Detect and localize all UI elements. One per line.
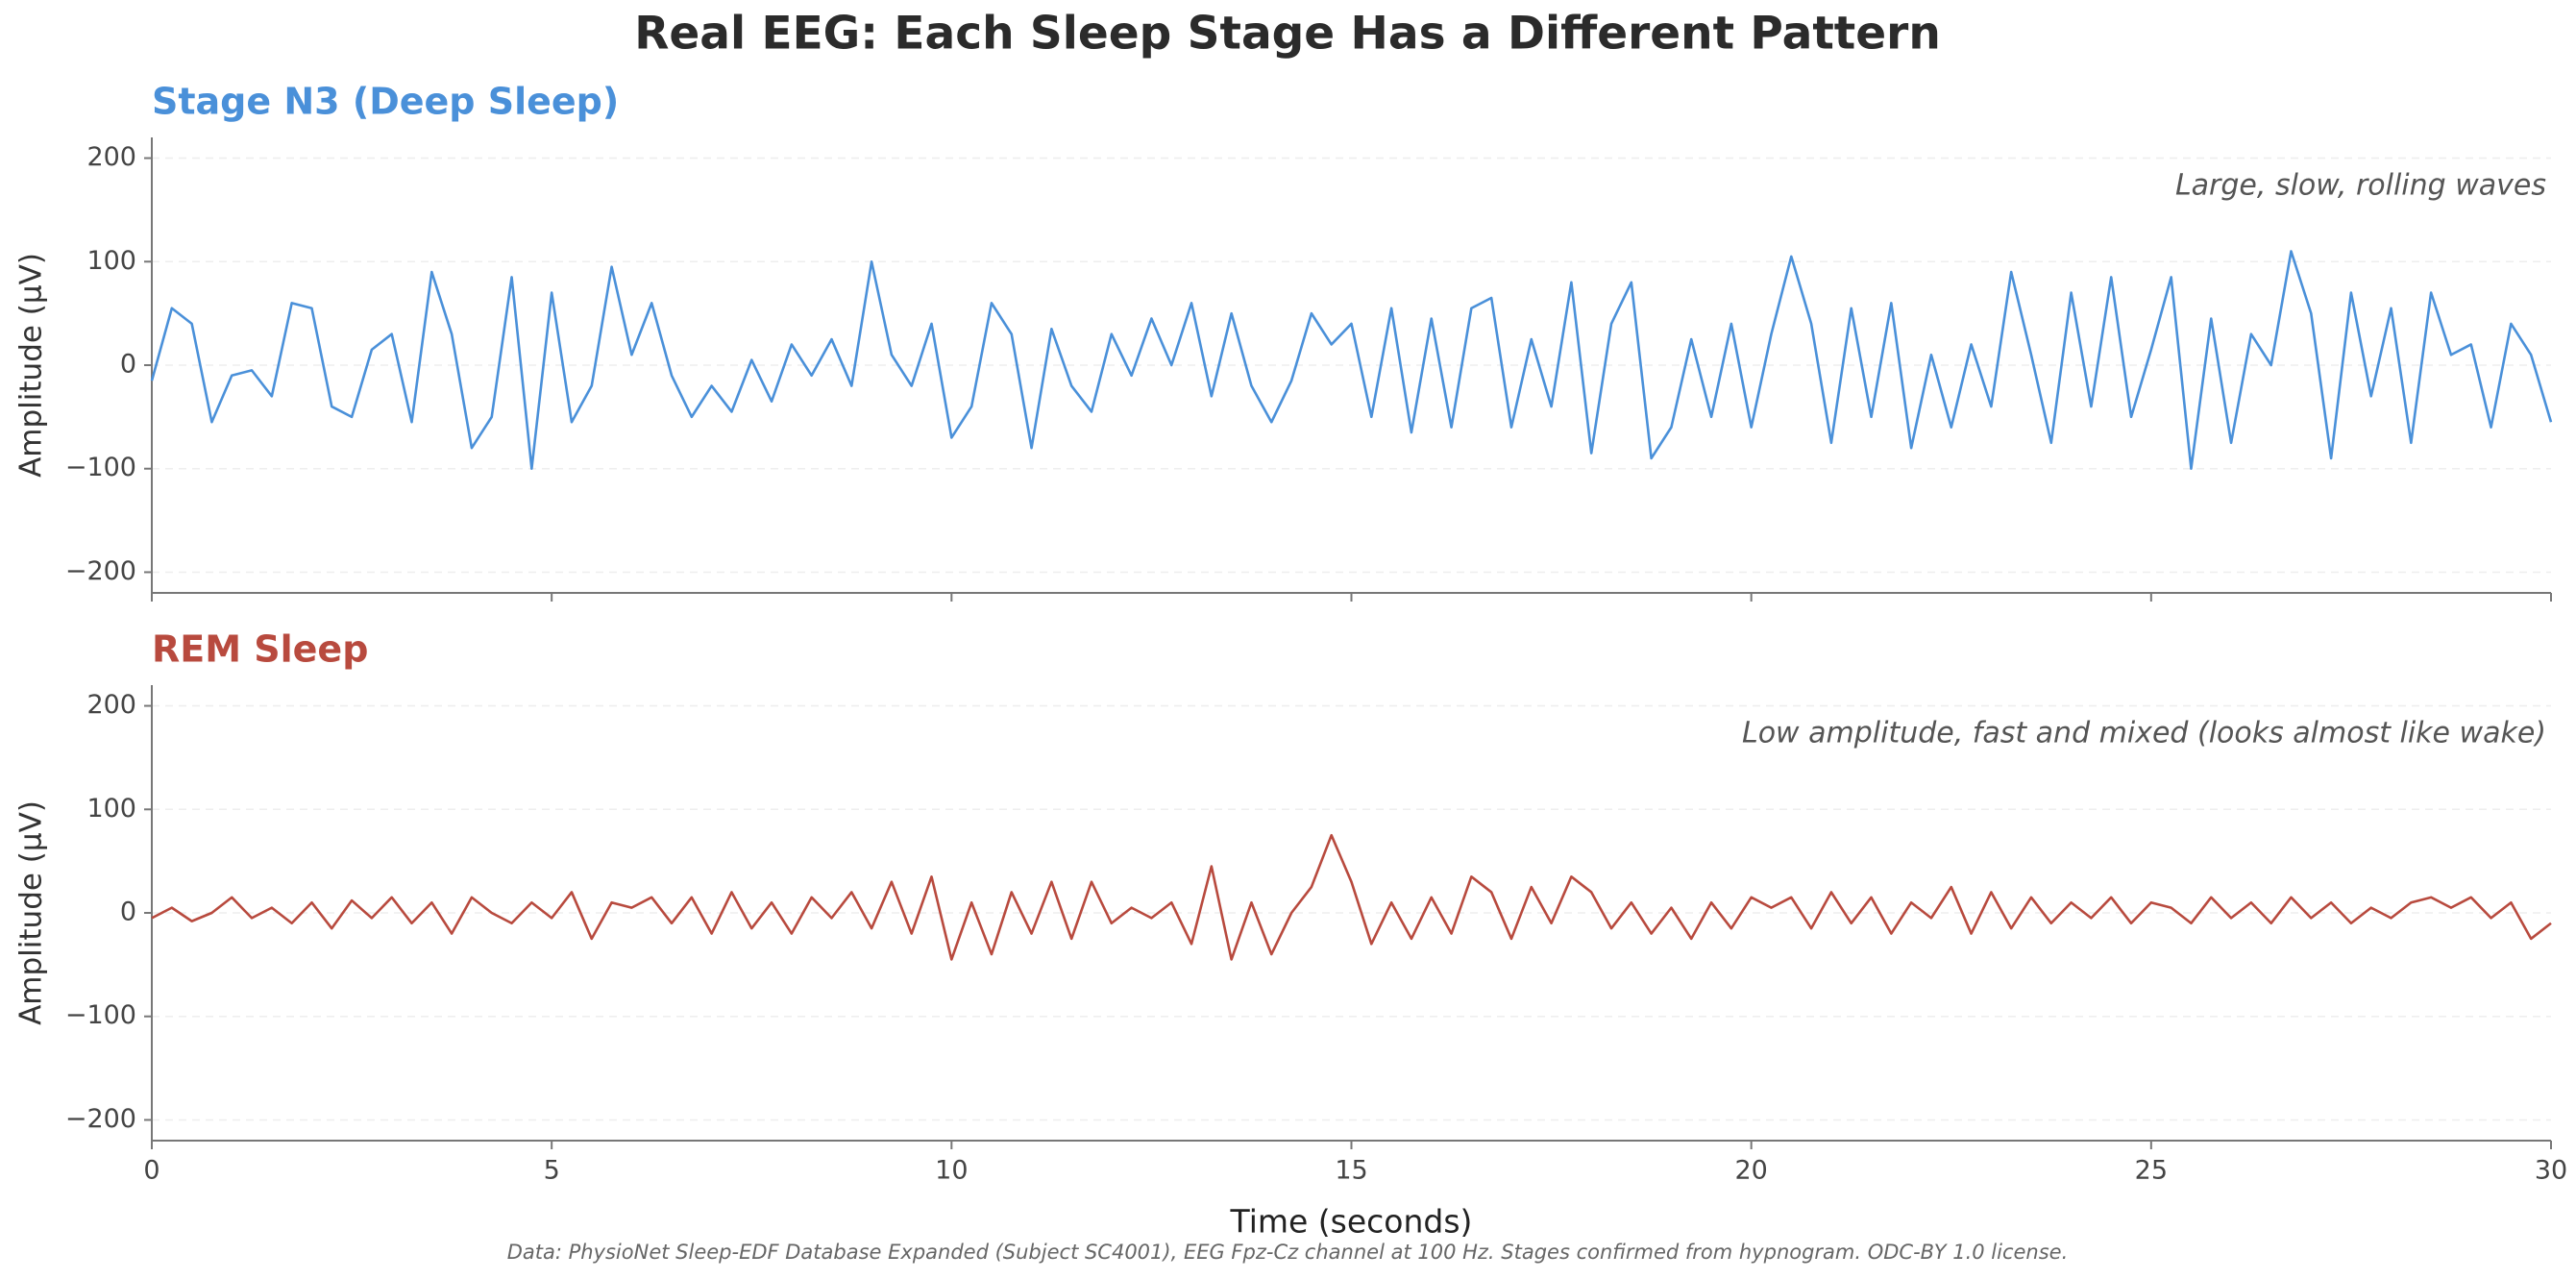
y-tick-label: −200 bbox=[65, 1104, 136, 1134]
y-tick-label: 0 bbox=[120, 898, 136, 927]
y-tick-label: 200 bbox=[86, 142, 136, 172]
y-tick-label: 100 bbox=[86, 246, 136, 276]
annotation: Large, slow, rolling waves bbox=[2175, 169, 2546, 203]
y-tick-label: 200 bbox=[86, 690, 136, 720]
x-tick-label: 15 bbox=[1335, 1156, 1367, 1186]
x-tick-label: 10 bbox=[935, 1156, 968, 1186]
x-tick-label: 0 bbox=[143, 1156, 159, 1186]
panel-title: Stage N3 (Deep Sleep) bbox=[152, 81, 619, 123]
x-tick-label: 30 bbox=[2535, 1156, 2567, 1186]
source-note: Data: PhysioNet Sleep-EDF Database Expan… bbox=[507, 1241, 2069, 1264]
y-tick-label: −100 bbox=[65, 453, 136, 482]
annotation: Low amplitude, fast and mixed (looks alm… bbox=[1742, 717, 2546, 750]
panel-title: REM Sleep bbox=[152, 628, 368, 671]
y-axis-label: Amplitude (µV) bbox=[14, 253, 49, 478]
eeg-trace bbox=[150, 250, 2553, 471]
y-tick-label: −200 bbox=[65, 556, 136, 586]
eeg-trace bbox=[151, 833, 2552, 961]
y-tick-label: 100 bbox=[86, 794, 136, 824]
x-tick-label: 25 bbox=[2135, 1156, 2168, 1186]
y-tick-label: −100 bbox=[65, 1000, 136, 1030]
x-tick-label: 20 bbox=[1734, 1156, 1767, 1186]
y-tick-label: 0 bbox=[120, 350, 136, 380]
x-tick-label: 5 bbox=[544, 1156, 560, 1186]
x-axis-label: Time (seconds) bbox=[1230, 1203, 1473, 1241]
figure-title: Real EEG: Each Sleep Stage Has a Differe… bbox=[634, 8, 1941, 61]
y-axis-label: Amplitude (µV) bbox=[14, 800, 49, 1025]
